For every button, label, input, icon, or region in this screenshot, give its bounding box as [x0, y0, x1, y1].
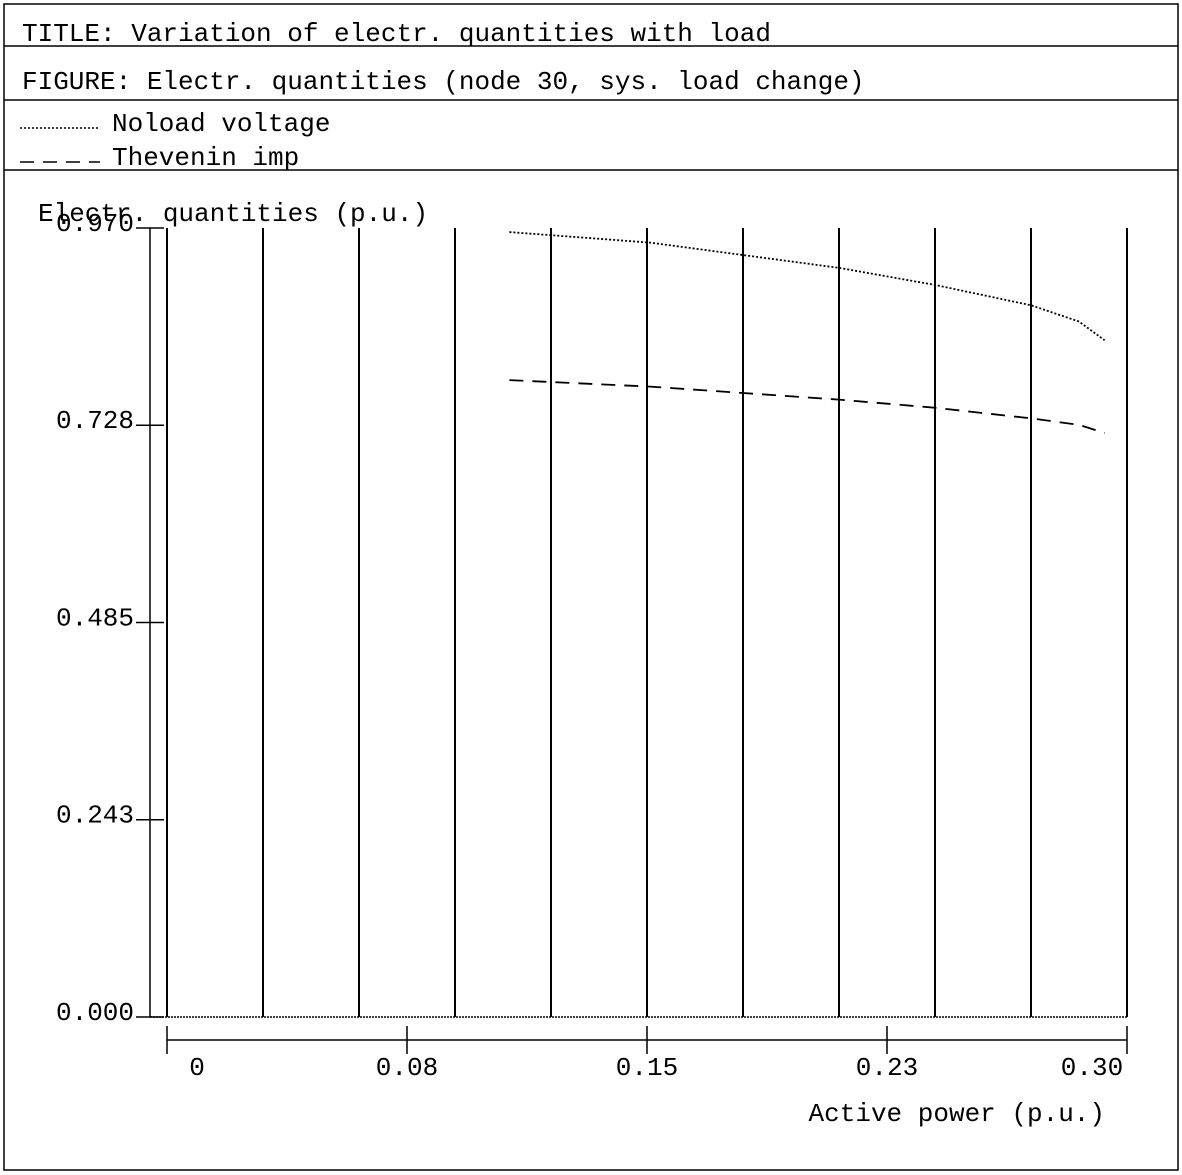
legend-label: Thevenin imp: [112, 143, 299, 173]
x-tick-label: 0.23: [856, 1053, 918, 1083]
chart-title: TITLE: Variation of electr. quantities w…: [22, 19, 771, 49]
x-tick-label: 0.30: [1061, 1053, 1123, 1083]
x-tick-label: 0.08: [376, 1053, 438, 1083]
x-tick-label: 0: [189, 1053, 205, 1083]
legend-label: Noload voltage: [112, 109, 330, 139]
outer-frame: [3, 3, 1179, 1171]
x-tick-label: 0.15: [616, 1053, 678, 1083]
series-line: [509, 379, 1105, 434]
series-line: [509, 231, 1106, 341]
y-tick-label: 0.000: [56, 998, 134, 1028]
y-tick-label: 0.728: [56, 406, 134, 436]
y-tick-label: 0.485: [56, 603, 134, 633]
figure-title: FIGURE: Electr. quantities (node 30, sys…: [22, 67, 865, 97]
y-axis-label: Electr. quantities (p.u.): [38, 199, 428, 229]
x-axis-label: Active power (p.u.): [809, 1099, 1105, 1129]
y-tick-label: 0.243: [56, 801, 134, 831]
y-tick-label: 0.970: [56, 209, 134, 239]
